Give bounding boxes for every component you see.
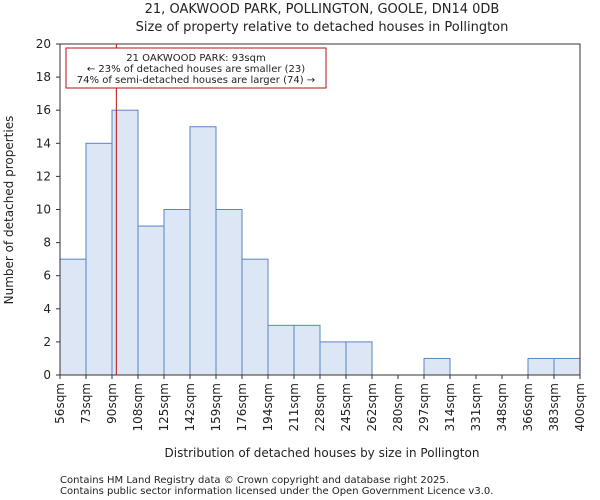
histogram-bar xyxy=(423,357,451,376)
y-tick-label: 12 xyxy=(36,169,51,183)
x-tick-label: 194sqm xyxy=(261,383,275,431)
plot-area-frame xyxy=(59,43,581,376)
y-tick-label: 14 xyxy=(36,136,51,150)
y-tick-label: 16 xyxy=(36,103,51,117)
histogram-bar xyxy=(137,225,165,376)
annotation-line3: 74% of semi-detached houses are larger (… xyxy=(77,75,315,86)
y-tick-label: 8 xyxy=(43,236,51,250)
x-tick-label: 211sqm xyxy=(287,383,301,431)
chart-title-line2: Size of property relative to detached ho… xyxy=(136,20,509,35)
annotation-line2: ← 23% of detached houses are smaller (23… xyxy=(87,64,305,75)
footer-line1: Contains HM Land Registry data © Crown c… xyxy=(60,475,449,486)
x-tick-label: 108sqm xyxy=(131,383,145,431)
histogram-bar xyxy=(267,324,295,376)
histogram-bar xyxy=(163,209,191,376)
y-tick-label: 0 xyxy=(43,368,51,382)
x-tick-label: 400sqm xyxy=(573,383,587,431)
x-tick-label: 383sqm xyxy=(547,383,561,431)
x-tick-label: 280sqm xyxy=(391,383,405,431)
histogram-bar xyxy=(345,341,373,376)
y-tick-label: 4 xyxy=(43,302,51,316)
histogram-bar xyxy=(241,258,269,376)
histogram-bar xyxy=(553,357,581,376)
bars-group xyxy=(59,109,581,376)
x-tick-label: 142sqm xyxy=(183,383,197,431)
histogram-bar xyxy=(293,324,321,376)
x-tick-label: 228sqm xyxy=(313,383,327,431)
y-tick-label: 6 xyxy=(43,269,51,283)
x-tick-label: 176sqm xyxy=(235,383,249,431)
x-tick-label: 262sqm xyxy=(365,383,379,431)
x-tick-label: 56sqm xyxy=(53,383,67,424)
annotation-box: 21 OAKWOOD PARK: 93sqm ← 23% of detached… xyxy=(65,47,327,89)
histogram-bar xyxy=(189,126,217,376)
histogram-bar xyxy=(59,258,87,376)
x-tick-label: 245sqm xyxy=(339,383,353,431)
histogram-bar xyxy=(215,209,243,376)
annotation-box-frame xyxy=(65,47,327,89)
y-axis-label: Number of detached properties xyxy=(2,116,16,305)
y-axis-ticks: 0 2 4 6 8 10 12 14 16 18 20 xyxy=(36,37,60,382)
x-tick-label: 314sqm xyxy=(443,383,457,431)
footer-line2: Contains public sector information licen… xyxy=(60,486,493,497)
histogram-bar xyxy=(527,357,555,376)
x-tick-label: 331sqm xyxy=(469,383,483,431)
x-axis-label: Distribution of detached houses by size … xyxy=(165,446,480,460)
x-tick-label: 90sqm xyxy=(105,383,119,424)
x-tick-label: 366sqm xyxy=(521,383,535,431)
x-tick-label: 297sqm xyxy=(417,383,431,431)
y-tick-label: 10 xyxy=(36,203,51,217)
histogram-bar xyxy=(319,341,347,376)
chart-title-line1: 21, OAKWOOD PARK, POLLINGTON, GOOLE, DN1… xyxy=(145,2,500,17)
x-axis-ticks: 56sqm 73sqm 90sqm 108sqm 125sqm 142sqm 159sqm 1… xyxy=(53,375,587,431)
y-tick-label: 18 xyxy=(36,70,51,84)
x-tick-label: 125sqm xyxy=(157,383,171,431)
histogram-bar xyxy=(85,142,113,376)
x-tick-label: 348sqm xyxy=(495,383,509,431)
y-tick-label: 2 xyxy=(43,335,51,349)
y-tick-label: 20 xyxy=(36,37,51,51)
annotation-line1: 21 OAKWOOD PARK: 93sqm xyxy=(126,53,265,64)
x-tick-label: 73sqm xyxy=(79,383,93,424)
x-tick-label: 159sqm xyxy=(209,383,223,431)
